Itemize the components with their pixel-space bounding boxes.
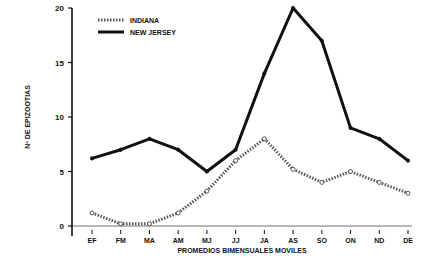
series-marker	[90, 211, 94, 215]
series-marker	[205, 189, 209, 193]
y-axis-label: Nº DE EPIZOOTIAS	[24, 85, 31, 149]
series-marker	[176, 211, 180, 215]
y-tick-label: 5	[60, 168, 65, 177]
x-tick	[293, 230, 294, 234]
x-tick-label: ND	[374, 237, 384, 244]
x-tick-label: MA	[144, 237, 155, 244]
legend-label: INDIANA	[130, 17, 159, 24]
x-tick	[178, 230, 179, 234]
series-marker	[205, 170, 208, 173]
plot-area	[90, 6, 410, 225]
x-tick	[379, 230, 380, 234]
x-axis-label: PROMEDIOS BIMENSUALES MOVILES	[177, 247, 306, 254]
x-tick-label: AM	[173, 237, 184, 244]
y-tick-label: 15	[55, 59, 64, 68]
series-marker	[262, 137, 266, 141]
series-marker	[320, 180, 324, 184]
x-tick-label: ON	[345, 237, 356, 244]
series-marker	[349, 170, 353, 174]
x-tick-label: AS	[288, 237, 298, 244]
y-tick	[68, 7, 72, 8]
series-marker	[148, 137, 151, 140]
x-tick	[206, 230, 207, 234]
y-tick-label: 10	[55, 113, 64, 122]
x-tick	[321, 230, 322, 234]
series-marker	[263, 72, 266, 75]
x-tick	[235, 230, 236, 234]
x-tick-label: SO	[317, 237, 328, 244]
y-tick	[68, 116, 72, 117]
series-marker	[147, 222, 151, 226]
y-tick	[68, 62, 72, 63]
legend: INDIANA NEW JERSEY	[98, 17, 176, 36]
series-marker	[320, 39, 323, 42]
series-line	[92, 8, 408, 172]
x-tick	[264, 230, 265, 234]
series-marker	[406, 159, 409, 162]
x-tick-label: DE	[403, 237, 413, 244]
series-marker	[406, 191, 410, 195]
chart-root: 0 5 10 15 20 EF FM MA AM MJ JJ JA AS SO ON ND DE PROMEDIO…	[0, 0, 422, 260]
x-tick-label: MJ	[202, 237, 212, 244]
legend-label: NEW JERSEY	[130, 29, 176, 36]
series-marker	[291, 6, 294, 9]
x-tick-label: FM	[116, 237, 126, 244]
series-marker	[234, 148, 237, 151]
legend-swatch	[98, 19, 124, 22]
x-tick	[149, 230, 150, 234]
y-tick	[68, 225, 72, 226]
series-marker	[119, 148, 122, 151]
x-tick	[120, 230, 121, 234]
y-axis	[71, 8, 73, 236]
series-marker	[177, 148, 180, 151]
x-axis	[72, 226, 412, 227]
y-tick-label: 20	[55, 4, 64, 13]
y-tick	[68, 171, 72, 172]
series-marker	[377, 180, 381, 184]
series-marker	[378, 137, 381, 140]
series-marker	[90, 157, 93, 160]
chart: 0 5 10 15 20 EF FM MA AM MJ JJ JA AS SO ON ND DE PROMEDIO…	[0, 0, 422, 260]
y-tick-label: 0	[60, 222, 65, 231]
x-tick	[350, 230, 351, 234]
series-marker	[349, 126, 352, 129]
series-marker	[119, 222, 123, 226]
series-line	[92, 139, 408, 224]
x-tick-label: JJ	[232, 237, 240, 244]
series-marker	[291, 167, 295, 171]
legend-swatch	[98, 31, 124, 34]
series-marker	[234, 159, 238, 163]
x-tick-label: JA	[260, 237, 269, 244]
x-tick-label: EF	[88, 237, 98, 244]
x-tick	[92, 230, 93, 234]
x-tick	[408, 230, 409, 234]
